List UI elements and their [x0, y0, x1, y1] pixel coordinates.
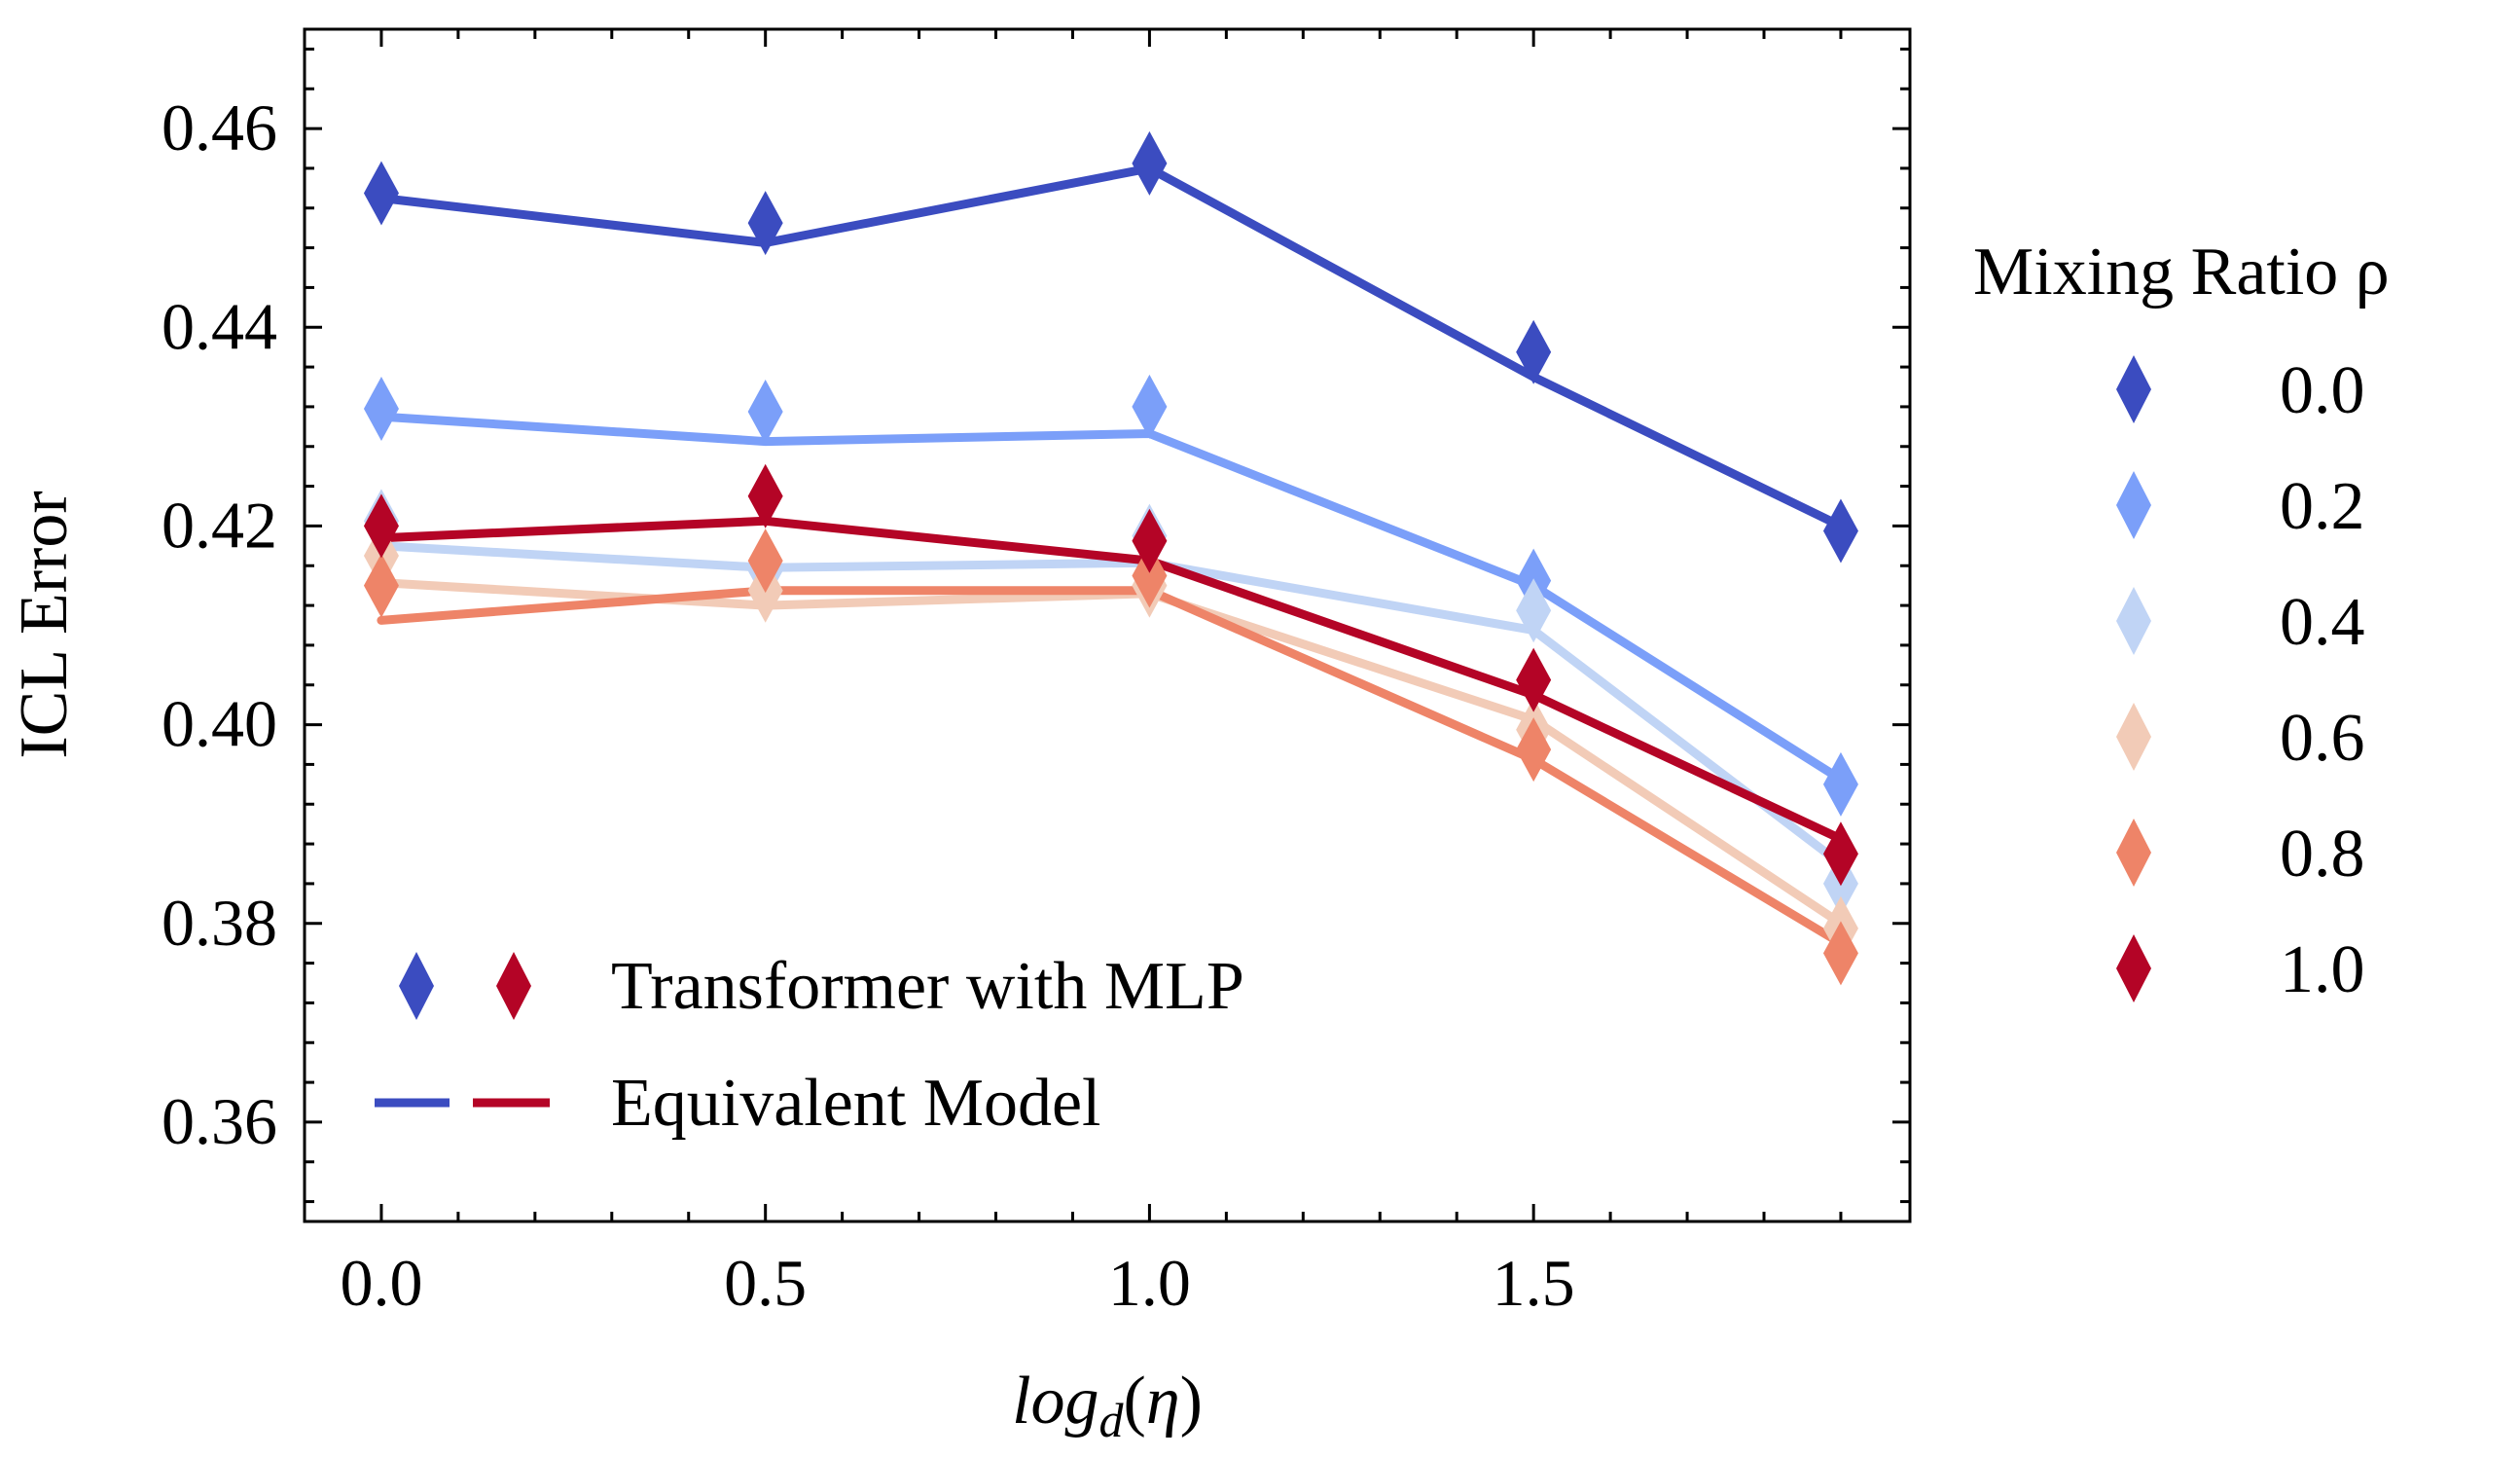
- data-marker-0.4: [1516, 578, 1552, 643]
- plot-frame: [303, 27, 1912, 1223]
- x-tick-label: 0.5: [724, 1246, 807, 1320]
- data-marker-0.0: [1516, 319, 1552, 384]
- y-tick-label: 0.46: [162, 91, 277, 164]
- data-marker-0.2: [1132, 374, 1168, 439]
- color-legend-label-0.0: 0.0: [2280, 353, 2365, 428]
- series-line-0.6: [377, 578, 1846, 929]
- data-marker-1.0: [363, 493, 399, 559]
- data-marker-0.8: [363, 553, 399, 618]
- style-legend-lines-label: Equivalent Model: [611, 1066, 1101, 1141]
- x-tick-label: 0.0: [340, 1246, 422, 1320]
- data-marker-0.0: [1822, 498, 1858, 564]
- series-line-0.0: [377, 164, 1846, 530]
- data-marker-0.0: [363, 161, 399, 226]
- style-legend-markers-label: Transformer with MLP: [611, 949, 1244, 1024]
- color-legend-title: Mixing Ratio ρ: [1973, 235, 2390, 310]
- x-axis-label: logd(η): [1012, 1364, 1203, 1447]
- y-tick-label: 0.38: [162, 886, 277, 960]
- x-axis-label-paren-open: (: [1124, 1364, 1146, 1439]
- series-line-1.0: [377, 516, 1846, 844]
- data-marker-0.0: [747, 191, 783, 256]
- series-lines: [377, 164, 1846, 948]
- data-marker-1.0: [747, 463, 783, 528]
- data-marker-0.2: [1822, 751, 1858, 817]
- style-legend: Transformer with MLP Equivalent Model: [375, 949, 1244, 1141]
- data-marker-1.0: [1516, 647, 1552, 712]
- data-marker-0.2: [363, 376, 399, 441]
- series-markers: [363, 130, 1858, 986]
- color-legend-label-0.8: 0.8: [2280, 817, 2365, 892]
- color-legend-label-0.2: 0.2: [2280, 469, 2365, 544]
- y-tick-label: 0.44: [162, 289, 277, 363]
- x-axis-label-log: log: [1012, 1364, 1098, 1439]
- color-legend-marker-0.4: [2116, 587, 2151, 655]
- style-legend-marker-red: [496, 952, 531, 1020]
- x-tick-labels: 0.0 0.5 1.0 1.5: [340, 1246, 1574, 1320]
- data-marker-0.2: [747, 380, 783, 445]
- x-axis-label-paren-close: ): [1180, 1364, 1203, 1439]
- color-legend-marker-0.6: [2116, 703, 2151, 771]
- y-tick-labels: 0.36 0.38 0.40 0.42 0.44 0.46: [162, 91, 277, 1158]
- color-legend-marker-0.8: [2116, 819, 2151, 887]
- data-marker-1.0: [1132, 508, 1168, 573]
- data-marker-0.8: [1132, 543, 1168, 608]
- color-legend-items: 0.0 0.2 0.4 0.6 0.8 1.0: [2116, 353, 2365, 1007]
- color-legend-marker-1.0: [2116, 934, 2151, 1002]
- y-tick-label: 0.40: [162, 687, 277, 761]
- y-axis-label: ICL Error: [7, 491, 82, 758]
- y-tick-label: 0.36: [162, 1084, 277, 1158]
- x-axis-label-sub: d: [1099, 1393, 1125, 1447]
- x-tick-label: 1.0: [1108, 1246, 1191, 1320]
- data-marker-0.8: [747, 528, 783, 594]
- y-tick-label: 0.42: [162, 488, 277, 562]
- color-legend-marker-0.2: [2116, 471, 2151, 539]
- color-legend-label-1.0: 1.0: [2280, 932, 2365, 1007]
- data-marker-0.8: [1822, 921, 1858, 986]
- data-marker-0.8: [1516, 717, 1552, 783]
- axis-ticks: [305, 29, 1910, 1221]
- color-legend-marker-0.0: [2116, 355, 2151, 423]
- color-legend-label-0.6: 0.6: [2280, 701, 2365, 776]
- color-legend-label-0.4: 0.4: [2280, 585, 2365, 660]
- color-legend: Mixing Ratio ρ 0.0 0.2 0.4 0.6 0.8 1.0: [1973, 235, 2390, 1007]
- x-axis-label-eta: η: [1146, 1364, 1180, 1439]
- style-legend-marker-blue: [399, 952, 434, 1020]
- data-marker-0.0: [1132, 130, 1168, 196]
- x-tick-label: 1.5: [1493, 1246, 1575, 1320]
- data-marker-1.0: [1822, 821, 1858, 887]
